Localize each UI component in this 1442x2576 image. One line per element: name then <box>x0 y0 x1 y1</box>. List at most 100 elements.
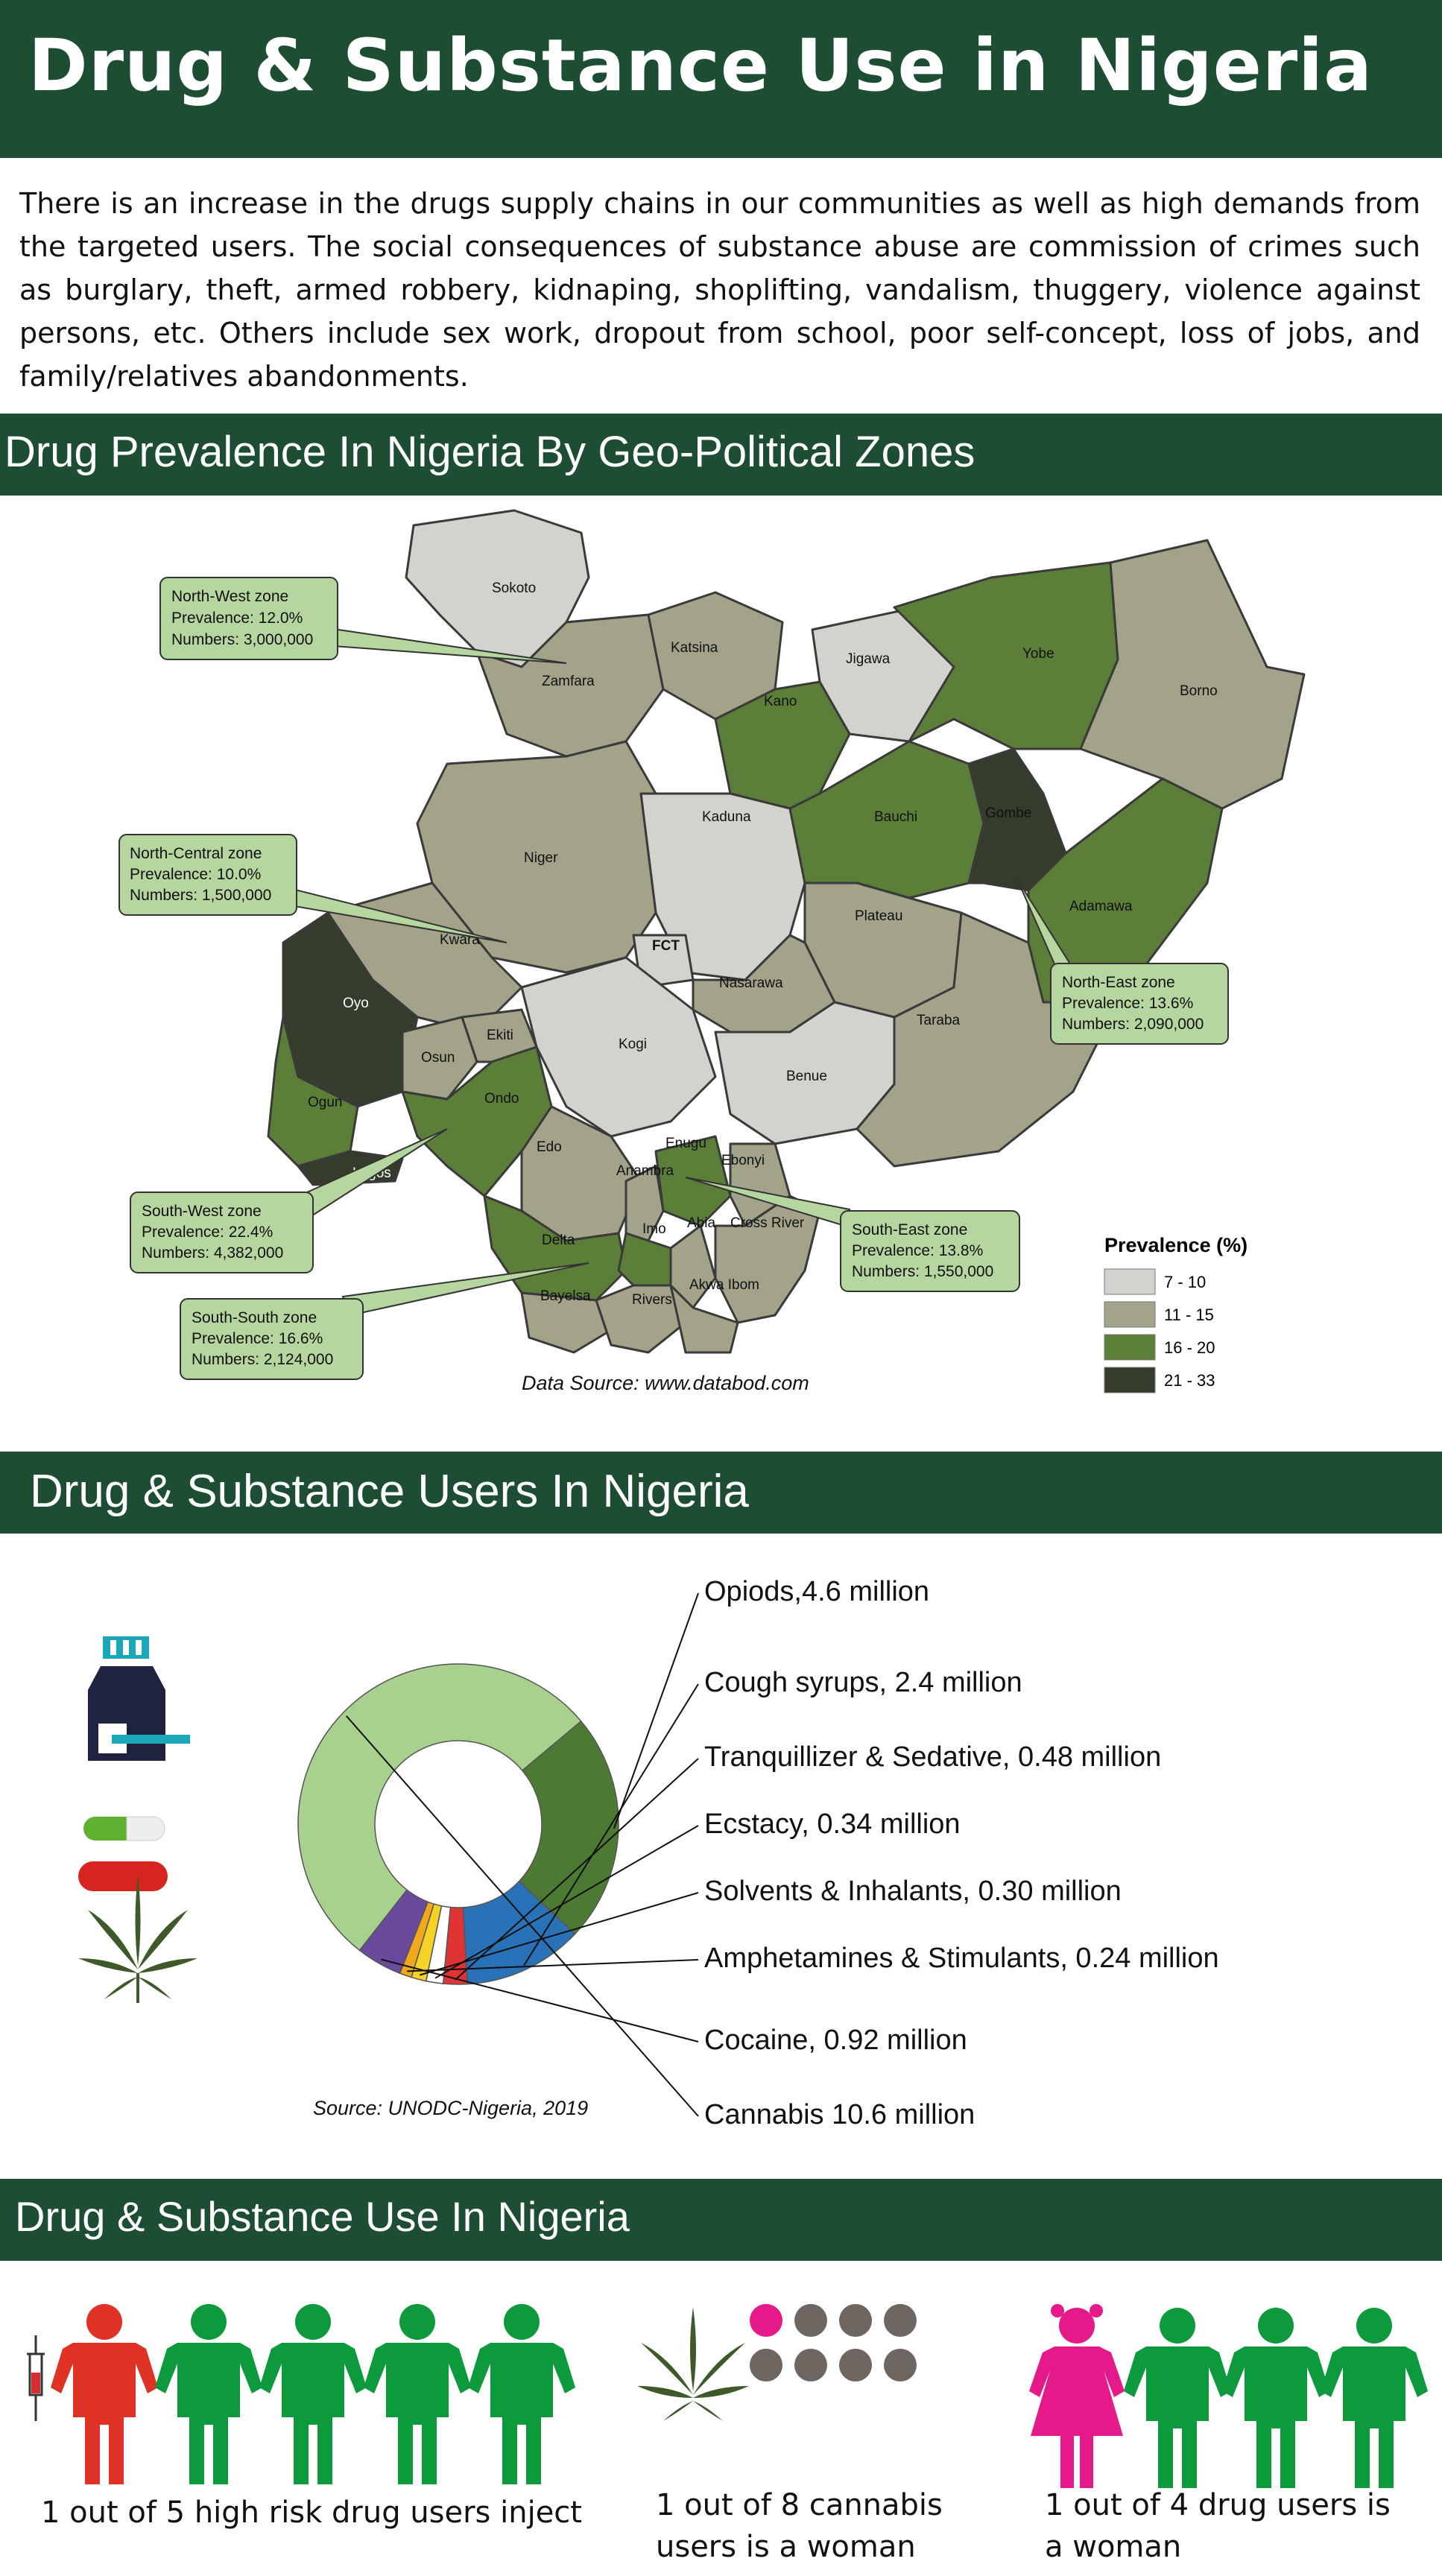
state-label: Delta <box>542 1232 575 1248</box>
state-labels: Sokoto Zamfara Katsina Jigawa Yobe Borno… <box>308 580 1218 1308</box>
leader-line <box>613 1592 699 1829</box>
use-section-title: Drug & Substance Use In Nigeria <box>15 2193 630 2240</box>
women-users-pictogram <box>1029 2304 1428 2488</box>
state-label: Jigawa <box>846 651 891 667</box>
users-section: Opiods,4.6 million Cough syrups, 2.4 mill… <box>0 1534 1442 2174</box>
region-abia <box>669 1224 717 1309</box>
leader-line <box>434 1825 699 1979</box>
region-bauchi <box>788 740 985 899</box>
state-label: Ekiti <box>487 1028 513 1043</box>
cough-syrup-icon <box>88 1636 190 1761</box>
user-dot <box>884 2349 917 2382</box>
map-source: Data Source: www.databod.com <box>522 1372 809 1394</box>
zone-name: South-East zone <box>852 1221 967 1238</box>
region-anambra <box>624 1165 665 1242</box>
cannabis-women-pictogram <box>637 2304 917 2421</box>
donut-label: Tranquillizer & Sedative, 0.48 million <box>704 1741 1161 1773</box>
zone-callout-north-west: North-West zone Prevalence: 12.0% Number… <box>159 577 567 664</box>
state-label: Oyo <box>343 996 369 1011</box>
zone-numbers: Numbers: 3,000,000 <box>171 631 313 648</box>
zone-prevalence: Prevalence: 16.6% <box>192 1330 323 1347</box>
donut-label: Cough syrups, 2.4 million <box>704 1667 1022 1698</box>
state-label: Anambra <box>616 1163 674 1179</box>
map-section: Sokoto Zamfara Katsina Jigawa Yobe Borno… <box>0 496 1442 1438</box>
region-borno <box>1079 539 1306 810</box>
stat-cannabis-women: 1 out of 8 cannabis users is a woman <box>656 2488 943 2564</box>
region-akwa-ibom <box>669 1284 739 1354</box>
capsule-icon <box>78 1816 168 1891</box>
region-yobe <box>893 561 1119 750</box>
zone-callouts: North-West zone Prevalence: 12.0% Number… <box>118 577 1229 1380</box>
nigeria-map-graphic: Sokoto Zamfara Katsina Jigawa Yobe Borno… <box>118 509 1306 1394</box>
donut-label: Amphetamines & Stimulants, 0.24 million <box>704 1943 1219 1974</box>
stat-women-users: 1 out of 4 drug users is a woman <box>1045 2488 1391 2564</box>
donut-slice <box>297 1663 582 1952</box>
donut-label: Opiods,4.6 million <box>704 1576 929 1607</box>
zone-numbers: Numbers: 4,382,000 <box>142 1244 283 1262</box>
zone-prevalence: Prevalence: 22.4% <box>142 1224 273 1241</box>
person-icon <box>1321 2308 1428 2488</box>
cannabis-leaf-icon <box>78 1875 197 2003</box>
zone-numbers: Numbers: 1,550,000 <box>852 1263 993 1280</box>
state-label: Zamfara <box>542 674 595 689</box>
zone-name: South-West zone <box>142 1203 262 1220</box>
woman-dot <box>750 2304 782 2337</box>
person-icon <box>1124 2308 1231 2488</box>
state-label: Gombe <box>985 806 1031 821</box>
state-label: Imo <box>642 1221 666 1237</box>
leader-line <box>345 1715 699 2117</box>
state-regions <box>267 509 1306 1354</box>
person-icon <box>259 2304 367 2484</box>
donut-label: Solvents & Inhalants, 0.30 million <box>704 1876 1122 1907</box>
zone-prevalence: Prevalence: 10.0% <box>130 866 261 883</box>
leader-line <box>523 1683 699 1966</box>
state-label: Rivers <box>632 1292 672 1308</box>
legend-label: 21 - 33 <box>1164 1371 1215 1390</box>
state-label: Yobe <box>1022 646 1054 662</box>
map-section-header: Drug Prevalence In Nigeria By Geo-Politi… <box>0 414 1442 496</box>
legend-label: 7 - 10 <box>1164 1273 1206 1291</box>
legend-swatch <box>1104 1268 1156 1295</box>
state-label: Bayelsa <box>540 1288 591 1304</box>
state-label: Borno <box>1180 683 1218 699</box>
person-icon <box>1222 2308 1329 2488</box>
legend-label: 16 - 20 <box>1164 1338 1215 1357</box>
injecting-users-pictogram <box>51 2304 575 2484</box>
zone-numbers: Numbers: 2,090,000 <box>1062 1016 1204 1033</box>
region-lagos <box>297 1150 404 1186</box>
state-label: Plateau <box>855 908 902 924</box>
leader-line <box>420 1892 699 1976</box>
person-icon <box>155 2304 262 2484</box>
state-label: Ogun <box>308 1095 342 1110</box>
user-dot <box>750 2349 782 2382</box>
state-label: Cross River <box>730 1215 805 1231</box>
zone-callout-south-south: South-South zone Prevalence: 16.6% Numbe… <box>180 1262 589 1380</box>
zone-prevalence: Prevalence: 12.0% <box>171 610 303 627</box>
leader-line <box>381 1958 699 2042</box>
donut-label: Cannabis 10.6 million <box>704 2099 975 2130</box>
zone-numbers: Numbers: 2,124,000 <box>192 1351 333 1368</box>
use-stats-graphic <box>27 2304 1428 2488</box>
zone-name: South-South zone <box>192 1309 317 1326</box>
zone-numbers: Numbers: 1,500,000 <box>130 887 271 904</box>
state-label: Edo <box>537 1139 562 1155</box>
state-label: Adamawa <box>1069 899 1133 914</box>
person-icon <box>364 2304 471 2484</box>
stat-inject: 1 out of 5 high risk drug users inject <box>41 2496 582 2530</box>
state-label: FCT <box>652 938 680 954</box>
legend-swatch <box>1104 1334 1156 1361</box>
state-label: Ondo <box>484 1091 519 1107</box>
state-label: Katsina <box>671 640 718 656</box>
donut-labels: Opiods,4.6 million Cough syrups, 2.4 mill… <box>704 1576 1219 2130</box>
state-label: Bauchi <box>874 809 917 825</box>
state-label: Enugu <box>665 1136 706 1151</box>
state-label: Sokoto <box>492 580 536 596</box>
state-label: Benue <box>786 1069 827 1084</box>
state-label: Osun <box>421 1050 455 1066</box>
users-section-title: Drug & Substance Users In Nigeria <box>30 1466 749 1517</box>
region-kogi <box>520 956 717 1138</box>
syringe-icon <box>27 2335 45 2421</box>
donut-leader-lines <box>345 1592 699 2117</box>
legend-title: Prevalence (%) <box>1104 1234 1247 1256</box>
intro-paragraph: There is an increase in the drugs supply… <box>19 187 1420 393</box>
